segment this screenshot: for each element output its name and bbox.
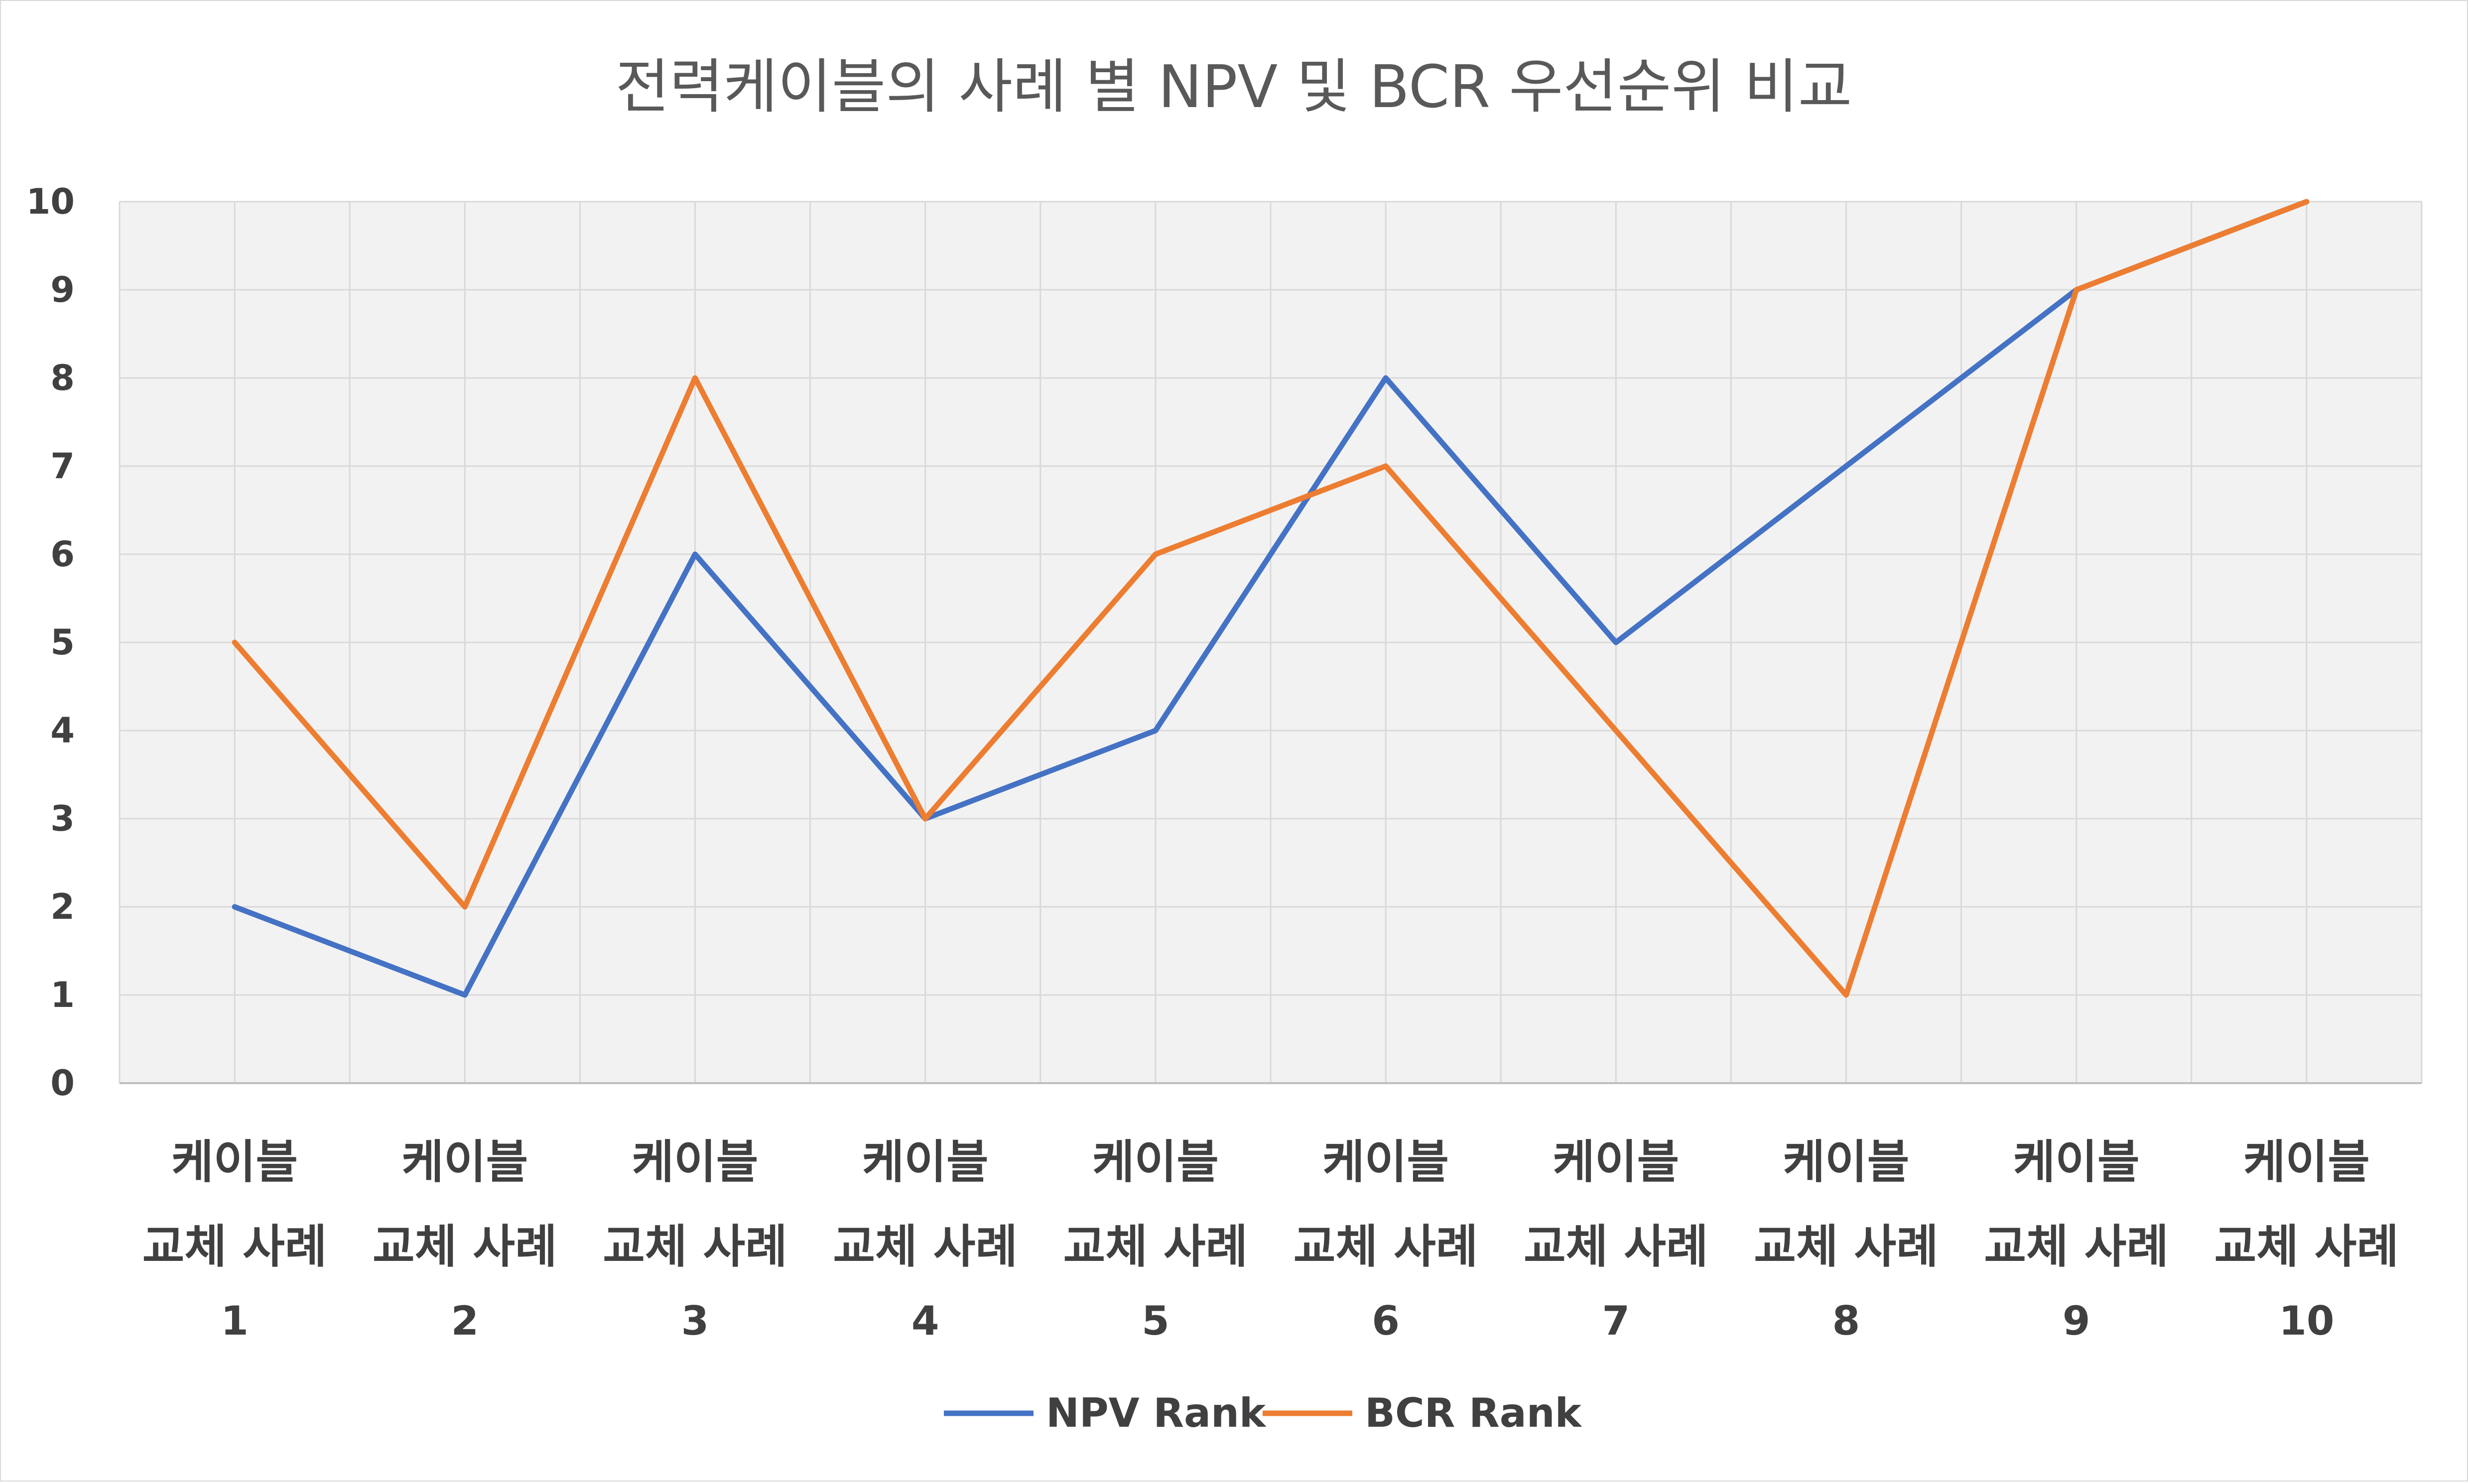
y-tick-label: 5 bbox=[50, 622, 75, 663]
x-tick-label: 케이블 교체 사례 9 bbox=[1984, 1135, 2169, 1344]
x-tick-label: 케이블 교체 사례 1 bbox=[142, 1135, 327, 1344]
chart-title: 전력케이블의 사례 별 NPV 및 BCR 우선순위 비교 bbox=[616, 52, 1852, 121]
y-tick-label: 7 bbox=[50, 446, 75, 487]
y-tick-label: 6 bbox=[50, 534, 75, 575]
legend-label: BCR Rank bbox=[1365, 1390, 1582, 1436]
x-tick-label: 케이블 교체 사례 3 bbox=[603, 1135, 787, 1344]
x-tick-label: 케이블 교체 사례 2 bbox=[373, 1135, 557, 1344]
x-tick-label: 케이블 교체 사례 10 bbox=[2214, 1135, 2399, 1344]
x-tick-label: 케이블 교체 사례 4 bbox=[833, 1135, 1018, 1344]
y-tick-label: 9 bbox=[50, 269, 75, 310]
y-axis-tick-labels: 0 1 2 3 4 5 6 7 8 9 10 bbox=[26, 181, 75, 1104]
x-tick-label: 케이블 교체 사례 7 bbox=[1524, 1135, 1708, 1344]
y-tick-label: 4 bbox=[50, 710, 75, 751]
y-tick-label: 0 bbox=[50, 1063, 75, 1104]
x-tick-label: 케이블 교체 사례 8 bbox=[1754, 1135, 1939, 1344]
y-tick-label: 1 bbox=[50, 975, 75, 1015]
series-lines bbox=[232, 199, 2310, 998]
legend-label: NPV Rank bbox=[1046, 1390, 1267, 1436]
y-tick-label: 3 bbox=[50, 798, 75, 839]
y-tick-label: 8 bbox=[50, 358, 75, 398]
series-line-bcr-rank bbox=[232, 199, 2310, 998]
x-tick-label: 케이블 교체 사례 6 bbox=[1294, 1135, 1478, 1344]
series-line-npv-rank bbox=[232, 199, 2310, 998]
legend: NPV Rank BCR Rank bbox=[944, 1390, 1582, 1436]
x-tick-label: 케이블 교체 사례 5 bbox=[1063, 1135, 1248, 1344]
y-tick-label: 10 bbox=[26, 181, 75, 222]
y-tick-label: 2 bbox=[50, 886, 75, 927]
